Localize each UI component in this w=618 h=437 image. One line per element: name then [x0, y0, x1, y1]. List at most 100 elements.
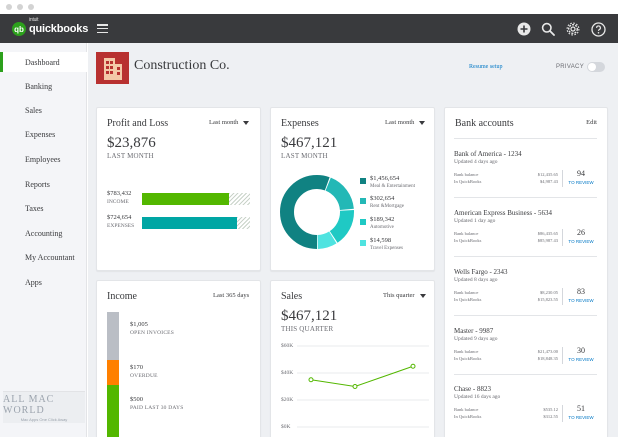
bank-accounts-title: Bank accounts — [455, 118, 514, 129]
quickbooks-logo[interactable]: qb intuit quickbooks — [12, 17, 88, 37]
sidebar-item-my-accountant[interactable]: My Accountant — [25, 252, 75, 262]
divider — [562, 170, 563, 187]
sidebar-item-accounting[interactable]: Accounting — [25, 228, 63, 238]
legend-swatch-travel — [360, 240, 366, 246]
account-name: Chase - 8823 — [454, 385, 491, 393]
to-review-link[interactable]: TO REVIEW — [568, 239, 594, 244]
legend-amount-automotive: $189,342 — [370, 216, 395, 223]
sales-point[interactable] — [352, 384, 358, 389]
overdue-bar[interactable] — [107, 360, 119, 385]
income-amount: $783,432 — [107, 190, 132, 197]
account-name: Wells Fargo - 2343 — [454, 268, 508, 276]
sales-line-chart[interactable] — [271, 281, 435, 437]
y-tick-label: $20K — [281, 397, 294, 403]
sales-filter[interactable]: This quarter — [383, 292, 426, 299]
sidebar-item-apps[interactable]: Apps — [25, 277, 42, 287]
bank-account-item[interactable]: Chase - 8823 Updated 16 days ago Bank ba… — [454, 385, 607, 430]
account-name: Bank of America - 1234 — [454, 150, 522, 158]
watermark: ALL MAC WORLD Mac Apps One Click Away — [3, 391, 85, 423]
to-review-link[interactable]: TO REVIEW — [568, 415, 594, 420]
expenses-filter[interactable]: Last month — [385, 119, 426, 126]
expenses-label: EXPENSES — [107, 223, 135, 229]
qb-balance-row: In QuickBooks $85,987.43 — [454, 238, 558, 243]
overdue-amount: $170 — [130, 364, 143, 371]
bank-balance-label: Bank balance — [454, 407, 479, 412]
bank-account-item[interactable]: Master - 9987 Updated 9 days ago Bank ba… — [454, 327, 607, 372]
account-updated: Updated 8 days ago — [454, 277, 498, 283]
y-tick-label: $0K — [281, 424, 291, 430]
profit-loss-filter[interactable]: Last month — [209, 119, 250, 126]
bank-account-item[interactable]: Wells Fargo - 2343 Updated 8 days ago Ba… — [454, 268, 607, 313]
privacy-toggle[interactable] — [587, 62, 605, 72]
to-review-link[interactable]: TO REVIEW — [568, 298, 594, 303]
divider — [562, 405, 563, 422]
bank-accounts-card: Bank accounts Edit Bank of America - 123… — [444, 107, 608, 437]
bank-balance-label: Bank balance — [454, 290, 479, 295]
sales-point[interactable] — [410, 363, 416, 369]
income-bar[interactable] — [142, 193, 229, 205]
dashboard-main: Construction Co. Resume setup PRIVACY Pr… — [88, 43, 618, 437]
bank-balance-row: Bank balance $8,230.05 — [454, 290, 558, 295]
open-invoices-label: OPEN INVOICES — [130, 330, 175, 336]
window-minimize-dot[interactable] — [17, 4, 23, 10]
income-label: INCOME — [107, 199, 129, 205]
window-zoom-dot[interactable] — [28, 4, 34, 10]
paid-bar[interactable] — [107, 385, 119, 437]
sales-total: $467,121 — [281, 308, 338, 324]
sidebar-item-dashboard[interactable]: Dashboard — [0, 52, 87, 72]
bank-balance-value: $12,435.65 — [537, 172, 558, 177]
expenses-bar[interactable] — [142, 217, 237, 229]
bank-account-item[interactable]: American Express Business - 5634 Updated… — [454, 209, 607, 254]
account-name: American Express Business - 5634 — [454, 209, 552, 217]
review-count: 30 — [577, 346, 585, 355]
bank-balance-row: Bank balance $21,473.00 — [454, 349, 558, 354]
gear-icon[interactable] — [565, 21, 581, 37]
sidebar-item-sales[interactable]: Sales — [25, 105, 42, 115]
divider — [562, 288, 563, 305]
open-invoices-bar[interactable] — [107, 312, 119, 360]
sidebar-item-employees[interactable]: Employees — [25, 154, 61, 164]
bank-balance-value: $535.12 — [543, 407, 558, 412]
legend-swatch-meal — [360, 178, 366, 184]
brand-intuit: intuit — [29, 17, 39, 23]
divider — [454, 315, 597, 316]
to-review-link[interactable]: TO REVIEW — [568, 180, 594, 185]
expenses-amount: $724,654 — [107, 214, 132, 221]
qb-balance-label: In QuickBooks — [454, 414, 482, 419]
bank-balance-value: $86,435.65 — [537, 231, 558, 236]
building-icon — [104, 58, 122, 80]
sales-point[interactable] — [308, 377, 314, 383]
to-review-link[interactable]: TO REVIEW — [568, 357, 594, 362]
income-filter[interactable]: Last 365 days — [213, 292, 249, 299]
legend-swatch-automotive — [360, 219, 366, 225]
expenses-total: $467,121 — [281, 135, 338, 151]
divider — [454, 256, 597, 257]
sidebar-item-reports[interactable]: Reports — [25, 179, 50, 189]
bank-account-item[interactable]: Bank of America - 1234 Updated 4 days ag… — [454, 150, 607, 195]
company-logo[interactable] — [96, 52, 129, 84]
sidebar-item-expenses[interactable]: Expenses — [25, 129, 56, 139]
help-icon[interactable] — [590, 21, 606, 37]
watermark-title: ALL MAC WORLD — [3, 393, 55, 416]
window-close-dot[interactable] — [6, 4, 12, 10]
divider — [454, 374, 597, 375]
bank-balance-row: Bank balance $12,435.65 — [454, 172, 558, 177]
paid-amount: $500 — [130, 396, 143, 403]
bank-edit-link[interactable]: Edit — [586, 119, 597, 126]
top-bar: qb intuit quickbooks — [0, 14, 618, 43]
sidebar-item-taxes[interactable]: Taxes — [25, 203, 44, 213]
open-invoices-amount: $1,005 — [130, 321, 148, 328]
search-icon[interactable] — [540, 21, 556, 37]
donut-segment-meal[interactable] — [280, 175, 354, 249]
expenses-donut-chart[interactable] — [279, 174, 355, 250]
resume-setup-link[interactable]: Resume setup — [469, 64, 503, 70]
income-filter-label: Last 365 days — [213, 292, 250, 299]
profit-loss-title: Profit and Loss — [107, 118, 169, 129]
income-title: Income — [107, 291, 137, 302]
review-count: 26 — [577, 228, 585, 237]
donut-segment-automotive[interactable] — [280, 175, 354, 249]
add-icon[interactable] — [516, 21, 532, 37]
sidebar-item-banking[interactable]: Banking — [25, 81, 53, 91]
qb-balance-label: In QuickBooks — [454, 297, 482, 302]
menu-icon[interactable] — [97, 24, 108, 34]
